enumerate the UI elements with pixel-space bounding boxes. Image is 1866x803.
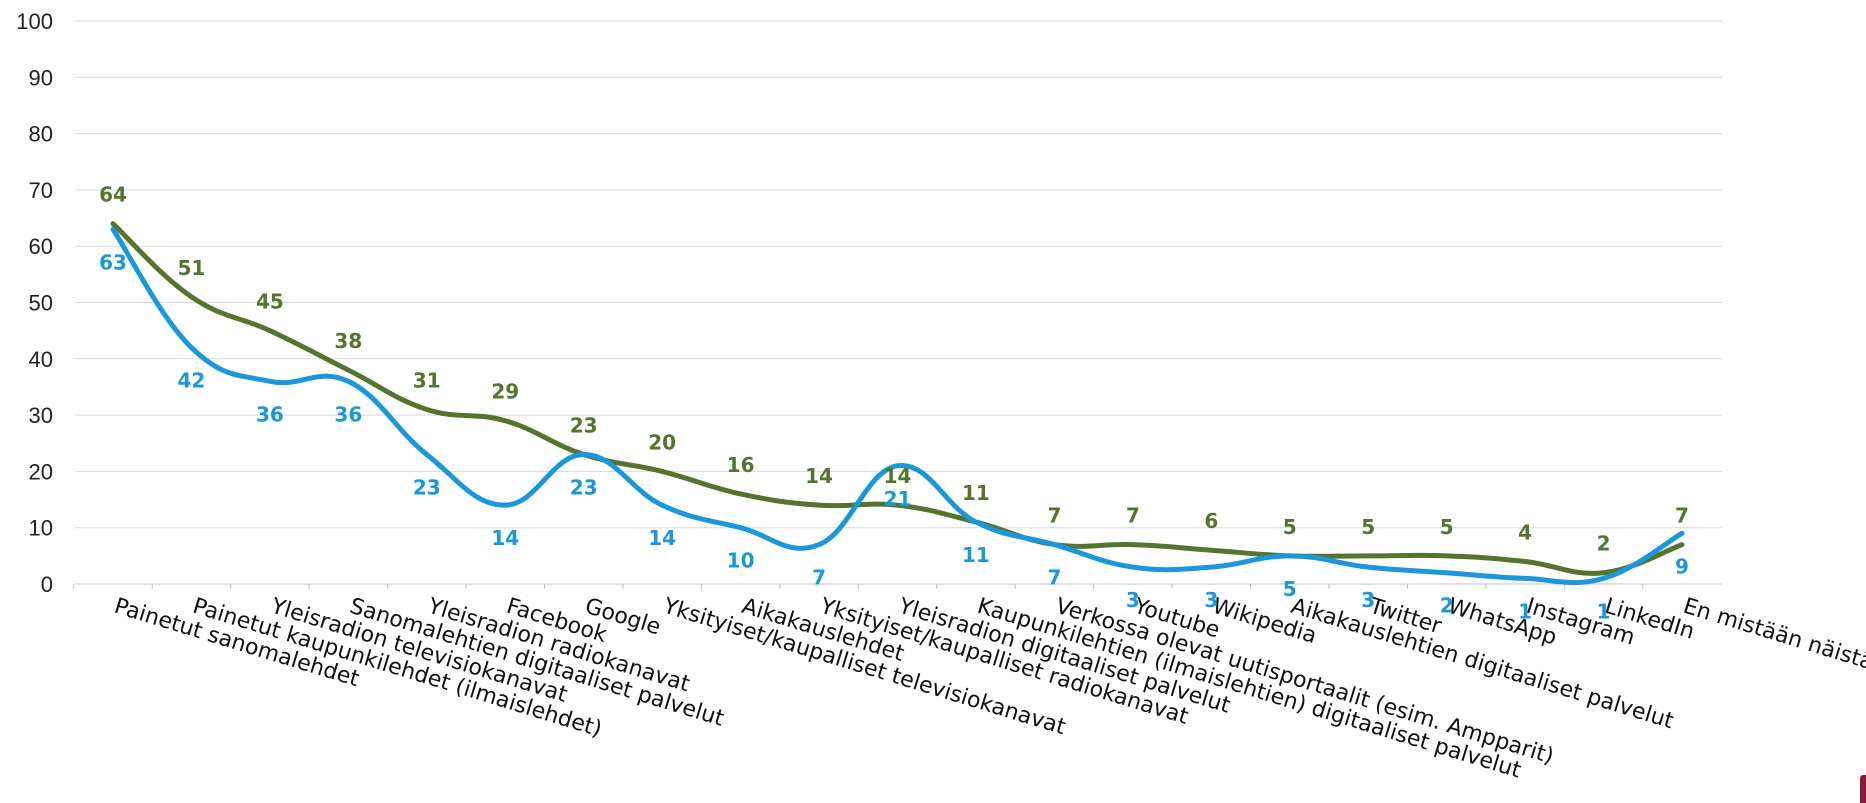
series-line-1: [110, 221, 1685, 576]
data-label-series-1: 11: [962, 481, 990, 505]
data-label-series-2: 23: [570, 476, 598, 500]
data-label-series-2: 42: [178, 369, 206, 393]
data-label-series-1: 7: [1675, 504, 1689, 528]
data-label-series-2: 7: [812, 566, 826, 590]
y-tick-label: 50: [29, 291, 53, 316]
y-tick-label: 70: [29, 178, 53, 203]
data-label-series-2: 2: [1440, 594, 1454, 618]
data-label-series-2: 1: [1597, 599, 1611, 623]
data-label-series-1: 20: [648, 430, 676, 454]
logo-fragment: [1860, 775, 1866, 803]
data-label-series-1: 51: [178, 256, 206, 280]
data-label-series-1: 16: [727, 453, 755, 477]
data-label-series-2: 14: [648, 526, 676, 550]
series-lines: [110, 221, 1685, 586]
data-label-series-1: 31: [413, 368, 441, 392]
y-tick-label: 80: [29, 122, 53, 147]
y-tick-label: 0: [41, 572, 53, 597]
data-label-series-2: 36: [334, 402, 362, 426]
data-label-series-1: 6: [1204, 509, 1218, 533]
data-label-series-1: 4: [1518, 520, 1532, 544]
data-label-series-2: 21: [884, 487, 912, 511]
data-label-series-2: 3: [1361, 588, 1375, 612]
data-label-series-2: 7: [1047, 566, 1061, 590]
data-label-series-2: 9: [1675, 554, 1689, 578]
y-tick-label: 90: [29, 65, 53, 90]
y-tick-label: 100: [16, 9, 53, 34]
series-line-2: [110, 226, 1685, 586]
data-label-series-1: 64: [99, 183, 127, 207]
data-label-series-2: 5: [1283, 577, 1297, 601]
data-label-series-2: 36: [256, 402, 284, 426]
data-label-series-2: 11: [962, 543, 990, 567]
y-tick-label: 30: [29, 403, 53, 428]
data-label-series-1: 23: [570, 414, 598, 438]
y-tick-label: 20: [29, 459, 53, 484]
y-tick-label: 60: [29, 234, 53, 259]
data-label-series-1: 2: [1597, 532, 1611, 556]
data-label-series-1: 14: [884, 464, 912, 488]
x-tick-label: En mistään näistä: [1680, 594, 1866, 676]
data-label-series-2: 3: [1126, 588, 1140, 612]
data-label-series-2: 3: [1204, 588, 1218, 612]
data-label-series-2: 1: [1518, 599, 1532, 623]
data-label-series-2: 23: [413, 476, 441, 500]
gridlines: [75, 20, 1722, 585]
y-axis: 0 10 20 30 40 50 60 70 80 90 100: [16, 9, 53, 597]
data-label-series-1: 45: [256, 290, 284, 314]
data-label-series-1: 7: [1047, 504, 1061, 528]
y-tick-label: 40: [29, 347, 53, 372]
data-label-series-1: 38: [334, 329, 362, 353]
data-label-series-1: 5: [1361, 515, 1375, 539]
y-tick-label: 10: [29, 516, 53, 541]
data-label-series-2: 10: [727, 549, 755, 573]
data-label-series-2: 63: [99, 250, 127, 274]
data-label-series-1: 14: [805, 464, 833, 488]
data-label-series-1: 29: [491, 380, 519, 404]
data-label-series-1: 7: [1126, 504, 1140, 528]
data-label-series-1: 5: [1440, 515, 1454, 539]
data-label-series-1: 5: [1283, 515, 1297, 539]
data-label-series-2: 14: [491, 526, 519, 550]
